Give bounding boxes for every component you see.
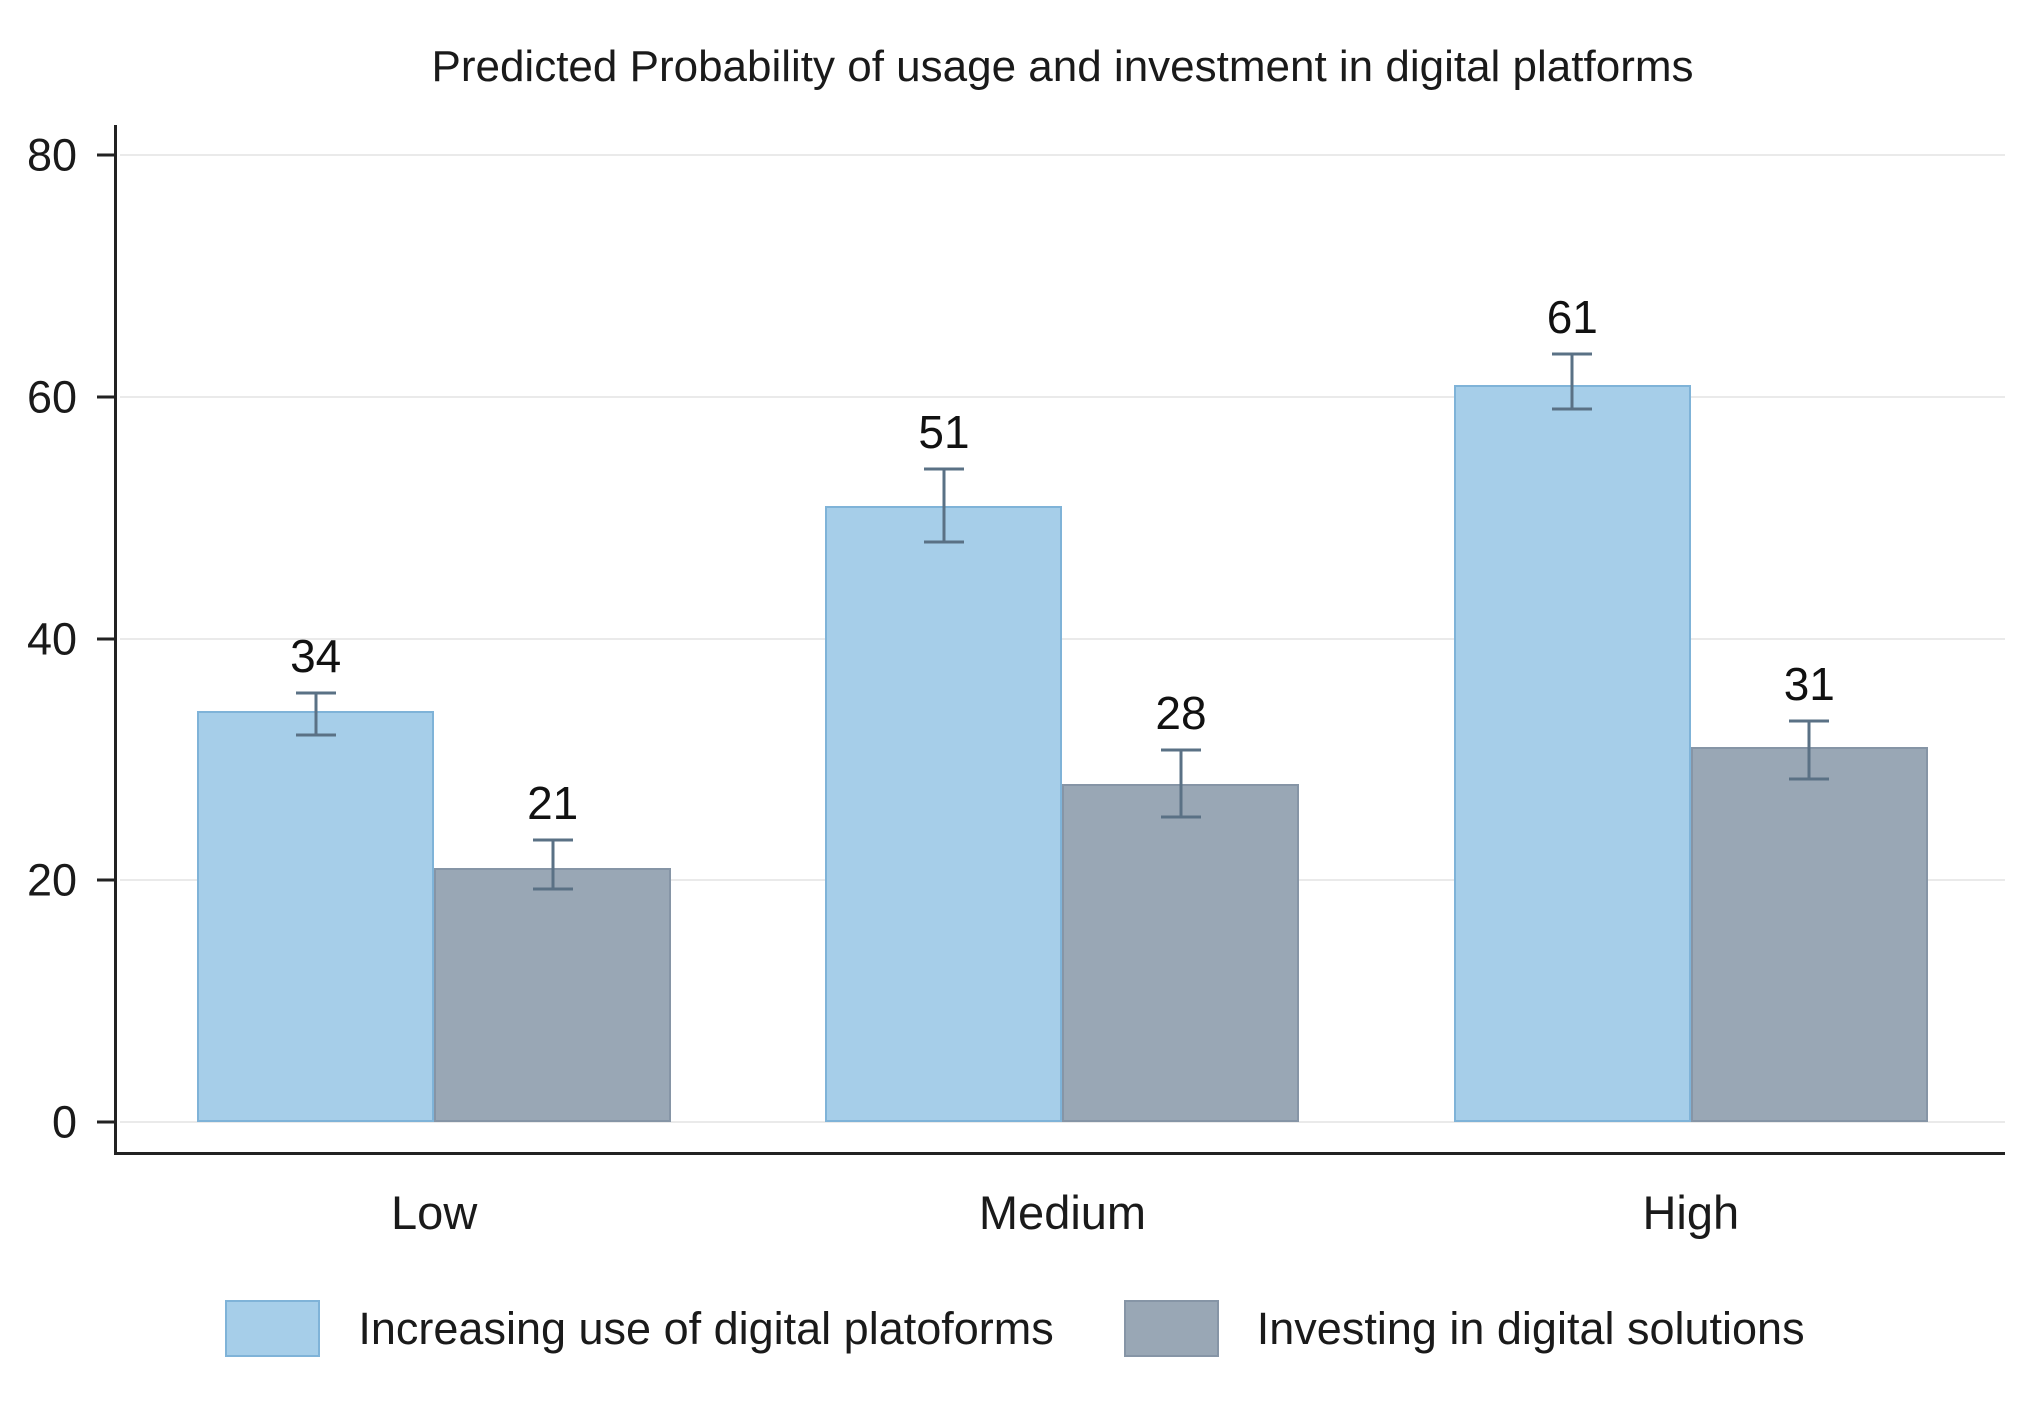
legend: Increasing use of digital platoforms Inve… xyxy=(0,1300,2030,1357)
y-tick-mark xyxy=(97,637,117,640)
error-bar xyxy=(1179,749,1183,818)
error-bar-cap xyxy=(1789,719,1830,723)
bar-fill xyxy=(434,868,672,1122)
bar: 21 xyxy=(434,125,672,1122)
error-bar-cap xyxy=(923,540,964,544)
bar-value-label: 51 xyxy=(918,406,970,459)
error-bar-cap xyxy=(1552,352,1593,356)
y-tick-label: 0 xyxy=(51,1096,77,1148)
x-axis-labels: Low Medium High xyxy=(120,1185,2005,1240)
y-tick-mark xyxy=(97,153,117,157)
category-slot: 61 31 xyxy=(1377,125,2005,1122)
y-tick-label: 60 xyxy=(26,371,77,423)
error-bar xyxy=(314,692,318,736)
plot-area: 34 21 51 28 61 31 xyxy=(120,125,2005,1123)
category-slot: 51 28 xyxy=(748,125,1376,1122)
bar-pair: 61 31 xyxy=(1453,125,1928,1122)
bar: 61 xyxy=(1453,125,1691,1122)
chart-title: Predicted Probability of usage and inves… xyxy=(431,42,1694,91)
gridline xyxy=(120,1121,2005,1123)
bar-value-label: 31 xyxy=(1783,657,1835,710)
gridline xyxy=(120,395,2005,398)
bar-value-label: 34 xyxy=(290,629,342,682)
error-bar-cap xyxy=(532,887,573,891)
legend-swatch xyxy=(225,1300,321,1357)
error-bar-cap xyxy=(295,733,336,737)
bar: 31 xyxy=(1690,125,1928,1122)
error-bar-cap xyxy=(1789,777,1830,781)
error-bar xyxy=(551,840,555,889)
x-axis-line xyxy=(114,1152,2005,1155)
x-category-label: High xyxy=(1642,1186,1740,1239)
error-bar-cap xyxy=(295,691,336,695)
y-tick-label: 40 xyxy=(26,613,77,664)
y-tick-label: 20 xyxy=(26,854,77,906)
y-axis-line xyxy=(114,125,117,1155)
legend-swatch xyxy=(1123,1300,1219,1357)
y-axis: 0 20 40 60 80 xyxy=(0,125,117,1145)
legend-label: Investing in digital solutions xyxy=(1256,1302,1805,1354)
legend-item: Investing in digital solutions xyxy=(1123,1300,1805,1357)
legend-item: Increasing use of digital platoforms xyxy=(225,1300,1054,1357)
y-tick-mark xyxy=(97,878,117,882)
bar-fill xyxy=(197,711,435,1122)
error-bar-cap xyxy=(1552,407,1593,411)
y-tick-mark xyxy=(97,1120,117,1124)
bar-value-label: 21 xyxy=(527,777,579,830)
error-bar xyxy=(1570,354,1574,409)
error-bar xyxy=(942,469,946,542)
x-category-label: Low xyxy=(391,1186,478,1239)
bar-value-label: 61 xyxy=(1546,291,1598,344)
bar-value-label: 28 xyxy=(1155,686,1207,739)
bar: 51 xyxy=(825,125,1063,1122)
error-bar-cap xyxy=(923,467,964,471)
bar-fill xyxy=(1690,747,1928,1122)
error-bar-cap xyxy=(1160,815,1201,819)
category-slot: 34 21 xyxy=(120,125,748,1122)
bar-pair: 51 28 xyxy=(825,125,1300,1122)
bar-fill xyxy=(1062,783,1300,1122)
gridline xyxy=(120,153,2005,156)
bar: 34 xyxy=(197,125,435,1122)
error-bar-cap xyxy=(532,838,573,842)
gridline xyxy=(120,637,2005,640)
error-bar xyxy=(1807,720,1811,779)
bar-fill xyxy=(1453,384,1691,1122)
bar: 28 xyxy=(1062,125,1300,1122)
x-category-label: Medium xyxy=(978,1186,1147,1239)
bar-fill xyxy=(825,505,1063,1122)
legend-label: Increasing use of digital platoforms xyxy=(358,1302,1054,1354)
y-tick-label: 80 xyxy=(26,129,77,181)
error-bar-cap xyxy=(1160,748,1201,752)
y-tick-mark xyxy=(97,395,117,399)
bar-pair: 34 21 xyxy=(197,125,672,1122)
